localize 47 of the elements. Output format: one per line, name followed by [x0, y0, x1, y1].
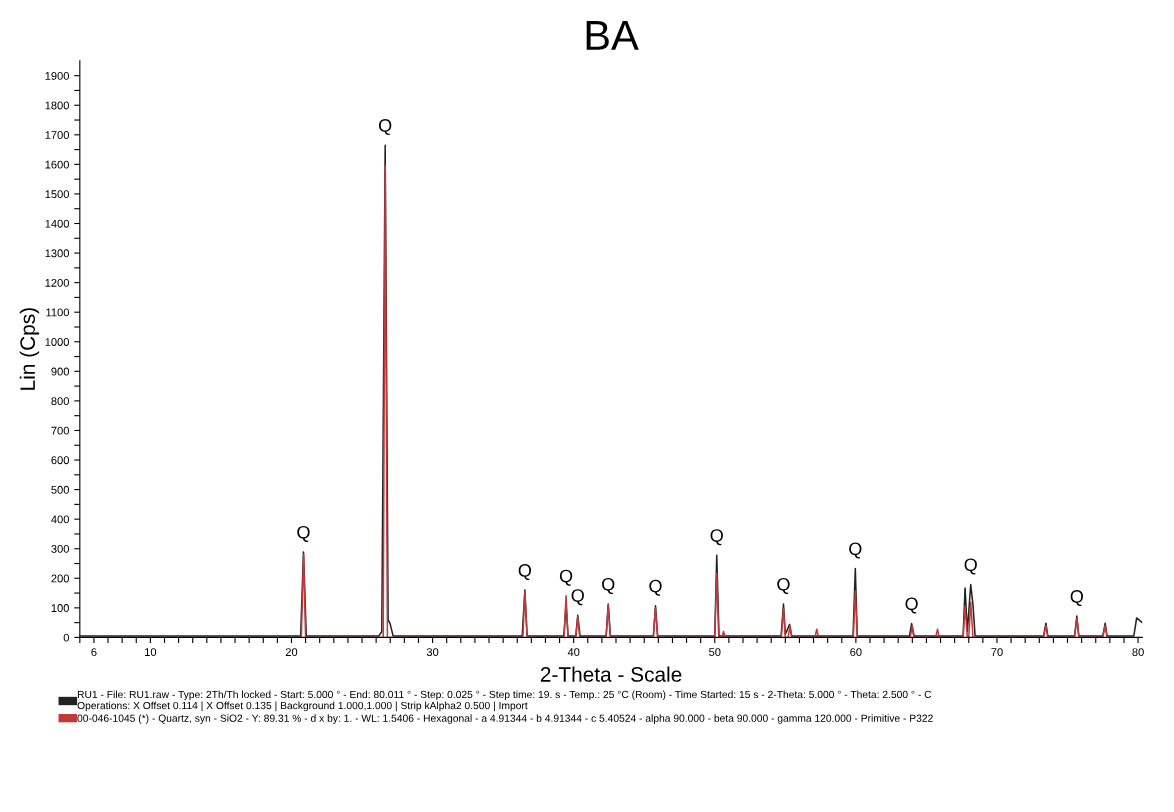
- annotation: Q: [964, 558, 977, 575]
- x-tick-label: 50: [709, 648, 721, 656]
- y-tick-label: 200: [51, 574, 69, 583]
- x-tick-label: 10: [145, 648, 157, 656]
- y-tick-label: 1800: [45, 101, 69, 110]
- y-tick-label: 900: [51, 367, 69, 376]
- x-tick-label: 30: [426, 648, 439, 656]
- y-tick-label: 800: [51, 397, 69, 406]
- annotation: Q: [777, 577, 790, 594]
- legend-label: 00-046-1045 (*) - Quartz, syn - SiO2 - Y: 89.31 % - d x by: 1. - WL: 1.5406 - Hexagonal - a 4.91344 - b 4.91344 - c 5.40524 - alpha 90.000 - beta 90.000 - gamma 120.000 - Primitive - P322: [77, 714, 933, 724]
- y-tick-label: 500: [51, 485, 69, 494]
- x-tick-label: 20: [285, 648, 298, 656]
- annotation: Q: [379, 119, 392, 136]
- y-tick-label: 1500: [45, 190, 69, 199]
- y-tick-label: 300: [51, 544, 69, 553]
- y-tick-label: 100: [51, 604, 69, 612]
- y-tick-label: 1400: [45, 219, 69, 228]
- x-tick-label: 6: [91, 648, 97, 656]
- chart-title: BA: [586, 21, 639, 50]
- annotation: Q: [297, 525, 310, 542]
- annotation: Q: [518, 564, 532, 581]
- y-tick-label: 700: [51, 426, 69, 435]
- y-tick-label: 1600: [45, 160, 69, 169]
- annotation: Q: [1070, 590, 1083, 607]
- annotation: Q: [571, 589, 584, 606]
- annotation: Q: [559, 569, 573, 586]
- x-tick-label: 70: [991, 648, 1003, 656]
- annotation: Q: [649, 579, 662, 596]
- annotation: Q: [849, 542, 862, 559]
- y-tick-label: 400: [51, 515, 69, 524]
- annotation: Q: [905, 597, 918, 614]
- annotation: Q: [602, 577, 615, 594]
- x-tick-label: 40: [567, 648, 580, 656]
- legend-label: RU1 - File: RU1.raw - Type: 2Th/Th locked - Start: 5.000 ° - End: 80.011 ° - Step: 0.025 ° - Step time: 19. s - Temp.: 25 °C (Room) - Time Started: 15 s - 2-Theta: 5.000 ° - Theta: 2.500 ° - C Operations: X Offset 0.114 | X Offset 0.135 | Background 1.000,1.000 | Strip kAlpha2 0.500 | Import: [77, 690, 932, 712]
- y-tick-label: 1700: [45, 131, 69, 139]
- x-tick-label: 60: [850, 648, 862, 656]
- y-tick-label: 1200: [45, 278, 69, 287]
- y-axis-title: Lin (Cps): [19, 308, 40, 390]
- y-tick-label: 0: [63, 633, 69, 642]
- annotation: Q: [710, 529, 723, 546]
- x-tick-label: 80: [1132, 648, 1144, 656]
- y-tick-label: 600: [51, 456, 69, 465]
- y-tick-label: 1000: [45, 338, 69, 346]
- y-tick-label: 1100: [46, 308, 69, 317]
- x-axis-title: 2-Theta - Scale: [540, 666, 682, 682]
- y-tick-label: 1900: [45, 71, 69, 80]
- y-tick-label: 1300: [45, 249, 69, 258]
